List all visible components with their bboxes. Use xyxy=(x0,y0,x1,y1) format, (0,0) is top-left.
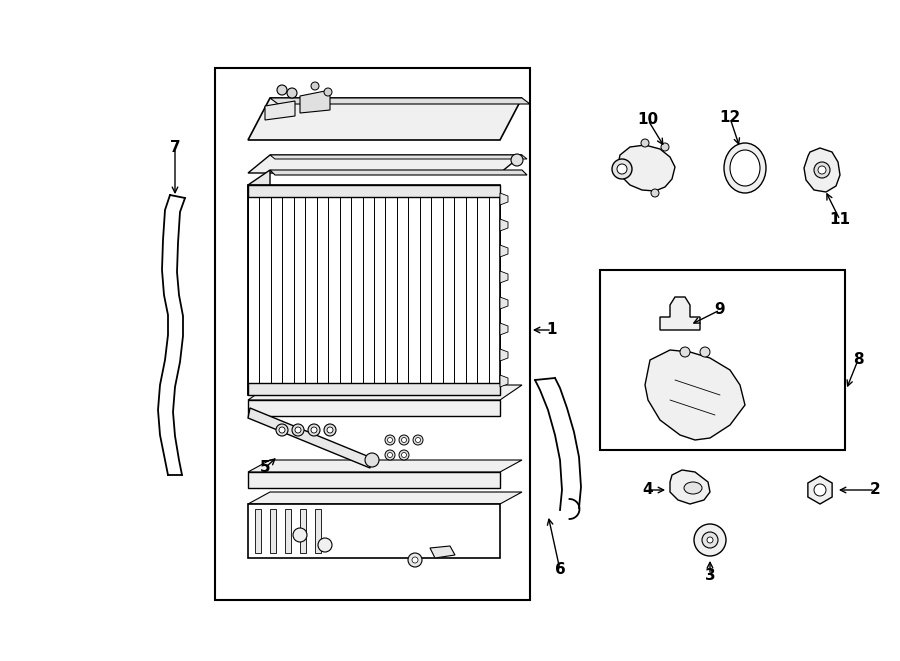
Circle shape xyxy=(694,524,726,556)
Polygon shape xyxy=(600,270,845,450)
Ellipse shape xyxy=(730,150,760,186)
Text: 7: 7 xyxy=(170,141,180,155)
Polygon shape xyxy=(248,155,522,173)
Circle shape xyxy=(408,553,422,567)
Circle shape xyxy=(311,427,317,433)
Circle shape xyxy=(702,532,718,548)
Circle shape xyxy=(318,538,332,552)
Circle shape xyxy=(413,435,423,445)
Circle shape xyxy=(814,162,830,178)
Polygon shape xyxy=(300,509,306,553)
Text: 1: 1 xyxy=(547,323,557,338)
Circle shape xyxy=(308,424,320,436)
Polygon shape xyxy=(248,460,522,472)
Circle shape xyxy=(818,166,826,174)
Circle shape xyxy=(388,438,392,442)
Polygon shape xyxy=(248,383,500,395)
Polygon shape xyxy=(285,509,291,553)
Polygon shape xyxy=(248,170,270,395)
Polygon shape xyxy=(248,472,500,488)
Polygon shape xyxy=(500,271,508,283)
Polygon shape xyxy=(500,349,508,361)
Text: 6: 6 xyxy=(554,563,565,578)
Circle shape xyxy=(401,453,407,457)
Circle shape xyxy=(324,424,336,436)
Circle shape xyxy=(612,159,632,179)
Circle shape xyxy=(651,189,659,197)
Circle shape xyxy=(293,528,307,542)
Polygon shape xyxy=(315,509,321,553)
Circle shape xyxy=(365,453,379,467)
Circle shape xyxy=(814,484,826,496)
Circle shape xyxy=(707,537,713,543)
Text: 10: 10 xyxy=(637,112,659,128)
Polygon shape xyxy=(270,509,276,553)
Polygon shape xyxy=(265,101,295,120)
Circle shape xyxy=(388,453,392,457)
Polygon shape xyxy=(500,375,508,387)
Polygon shape xyxy=(804,148,840,192)
Polygon shape xyxy=(808,476,833,504)
Text: 11: 11 xyxy=(830,212,850,227)
Circle shape xyxy=(311,82,319,90)
Text: 3: 3 xyxy=(705,568,716,582)
Circle shape xyxy=(279,427,285,433)
Circle shape xyxy=(276,424,288,436)
Polygon shape xyxy=(500,297,508,309)
Polygon shape xyxy=(248,408,372,468)
Text: 9: 9 xyxy=(715,303,725,317)
Polygon shape xyxy=(500,245,508,257)
Polygon shape xyxy=(500,323,508,335)
Polygon shape xyxy=(270,170,527,175)
Circle shape xyxy=(641,139,649,147)
Ellipse shape xyxy=(724,143,766,193)
Circle shape xyxy=(295,427,301,433)
Circle shape xyxy=(416,438,420,442)
Text: 12: 12 xyxy=(719,110,741,126)
Polygon shape xyxy=(248,385,522,400)
Circle shape xyxy=(292,424,304,436)
Text: 8: 8 xyxy=(852,352,863,368)
Circle shape xyxy=(324,88,332,96)
Circle shape xyxy=(511,154,523,166)
Circle shape xyxy=(412,557,418,563)
Polygon shape xyxy=(248,98,522,140)
Polygon shape xyxy=(248,185,500,395)
Circle shape xyxy=(399,450,409,460)
Polygon shape xyxy=(270,155,527,159)
Polygon shape xyxy=(645,350,745,440)
Circle shape xyxy=(401,438,407,442)
Polygon shape xyxy=(270,98,530,104)
Circle shape xyxy=(277,85,287,95)
Circle shape xyxy=(617,164,627,174)
Text: 4: 4 xyxy=(643,483,653,498)
Circle shape xyxy=(385,450,395,460)
Polygon shape xyxy=(618,145,675,191)
Polygon shape xyxy=(248,504,500,558)
Text: 5: 5 xyxy=(260,461,270,475)
Polygon shape xyxy=(500,193,508,205)
Circle shape xyxy=(287,88,297,98)
Circle shape xyxy=(661,143,669,151)
Circle shape xyxy=(399,435,409,445)
Polygon shape xyxy=(248,400,500,416)
Polygon shape xyxy=(500,219,508,231)
Polygon shape xyxy=(248,185,500,197)
Polygon shape xyxy=(300,90,330,113)
Text: 2: 2 xyxy=(869,483,880,498)
Polygon shape xyxy=(215,68,530,600)
Ellipse shape xyxy=(684,482,702,494)
Circle shape xyxy=(680,347,690,357)
Circle shape xyxy=(700,347,710,357)
Circle shape xyxy=(327,427,333,433)
Polygon shape xyxy=(248,492,522,504)
Polygon shape xyxy=(670,470,710,504)
Polygon shape xyxy=(660,297,700,330)
Polygon shape xyxy=(255,509,261,553)
Circle shape xyxy=(385,435,395,445)
Polygon shape xyxy=(430,546,455,558)
